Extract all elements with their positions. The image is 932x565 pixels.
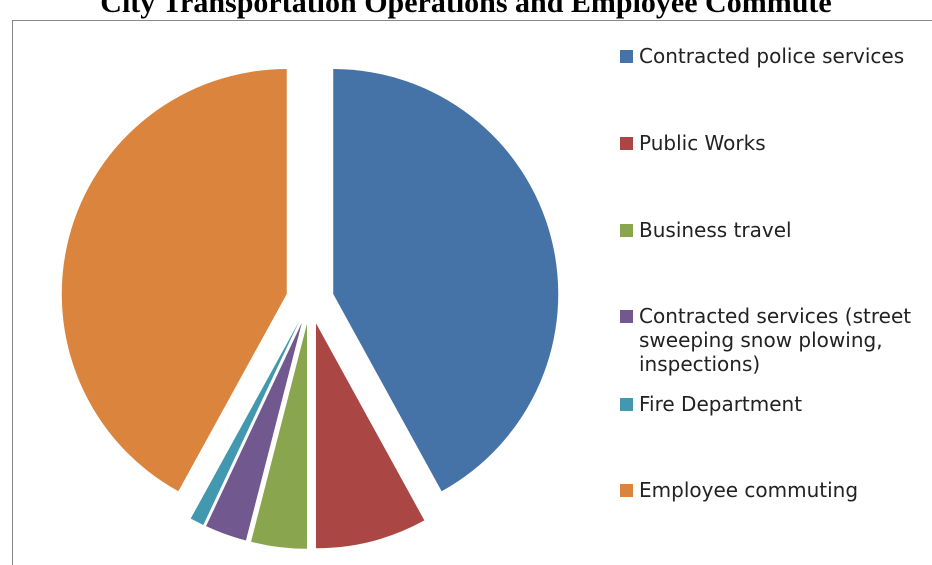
legend-label: Fire Department [639, 392, 803, 416]
legend-item: Contracted services (street sweeping sno… [620, 304, 930, 376]
chart-title: City Transportation Operations and Emplo… [100, 0, 832, 19]
legend-label: Contracted police services [639, 44, 905, 68]
legend-label: Business travel [639, 218, 792, 242]
legend-swatch [620, 50, 633, 63]
legend-item: Business travel [620, 218, 792, 242]
legend-swatch [620, 484, 633, 497]
plot-frame [12, 20, 932, 565]
pie-slice [190, 321, 300, 525]
pie-slice [251, 323, 307, 549]
legend-swatch [620, 137, 633, 150]
legend-label: Employee commuting [639, 478, 859, 502]
pie-slice [206, 322, 302, 541]
legend-item: Public Works [620, 131, 766, 155]
legend-swatch [620, 310, 633, 323]
legend-item: Fire Department [620, 392, 802, 416]
legend-item: Employee commuting [620, 478, 858, 502]
legend-label: Public Works [639, 131, 766, 155]
pie-slice [333, 69, 559, 492]
legend-swatch [620, 224, 633, 237]
legend-label: Contracted services (street sweeping sno… [639, 304, 912, 376]
pie-slice [315, 323, 425, 549]
pie-slice [61, 69, 287, 492]
legend-swatch [620, 398, 633, 411]
legend-item: Contracted police services [620, 44, 904, 68]
